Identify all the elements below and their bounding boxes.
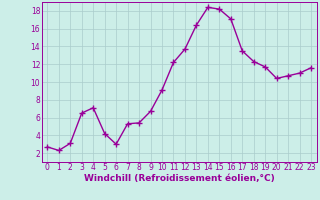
- X-axis label: Windchill (Refroidissement éolien,°C): Windchill (Refroidissement éolien,°C): [84, 174, 275, 183]
